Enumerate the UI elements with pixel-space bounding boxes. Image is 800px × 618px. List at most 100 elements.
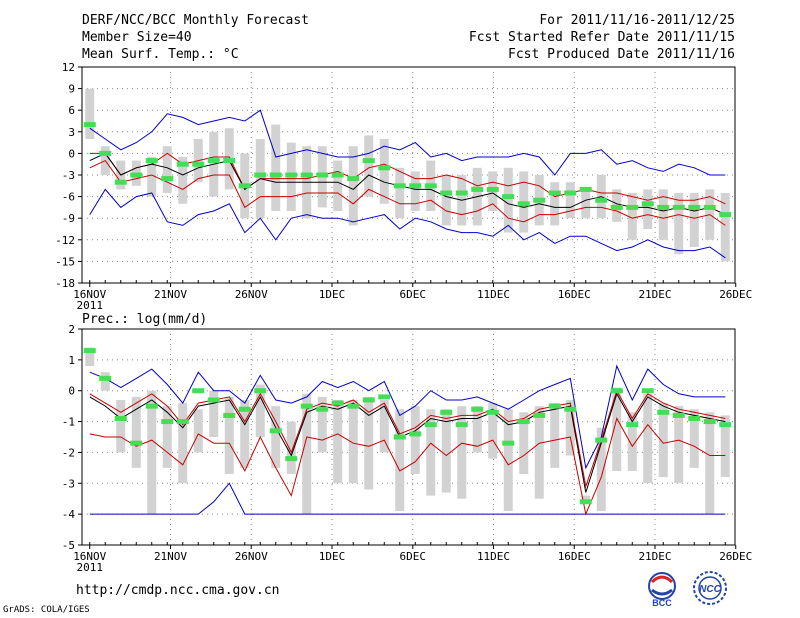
prec-observed-marker — [672, 412, 685, 418]
prec-spread-box — [674, 406, 684, 484]
source-url[interactable]: http://cmdp.ncc.cma.gov.cn — [76, 583, 280, 598]
temp-xtick-label: 16DEC — [558, 288, 591, 301]
temp-spread-box — [441, 175, 451, 226]
temp-observed-marker — [533, 197, 546, 203]
prec-spread-box — [209, 390, 219, 437]
prec-observed-marker — [657, 409, 670, 415]
prec-xtick-label: 1DEC — [319, 550, 346, 563]
prec-xtick-label: 16NOV — [73, 550, 106, 563]
temp-observed-marker — [641, 201, 654, 207]
temp-observed-marker — [331, 172, 344, 178]
prec-spread-box — [100, 372, 110, 391]
prec-observed-marker — [610, 388, 623, 394]
temp-upper-line — [89, 152, 726, 205]
temp-spread-box — [85, 88, 95, 139]
temp-observed-marker — [657, 204, 670, 210]
prec-observed-marker — [347, 403, 360, 409]
temp-spread-box — [178, 157, 188, 204]
prec-ytick-label: 2 — [68, 323, 75, 336]
prec-observed-marker — [176, 419, 189, 425]
temp-spread-box — [643, 189, 653, 229]
temp-spread-box — [658, 189, 668, 240]
temp-observed-marker — [548, 190, 561, 196]
temp-observed-marker — [626, 204, 639, 210]
temp-max-line — [89, 109, 726, 176]
prec-spread-box — [503, 409, 513, 512]
temp-spread-box — [364, 135, 374, 197]
prec-observed-marker — [316, 406, 329, 412]
temp-observed-marker — [223, 158, 236, 164]
prec-observed-marker — [626, 422, 639, 428]
temp-observed-marker — [99, 150, 112, 156]
bcc-logo-text: BCC — [652, 598, 672, 608]
temp-min-line — [89, 188, 726, 259]
prec-spread-box — [410, 406, 420, 475]
prec-observed-marker — [130, 440, 143, 446]
temp-ytick-label: 9 — [68, 83, 75, 96]
temp-spread-box — [410, 171, 420, 211]
temp-spread-box — [550, 182, 560, 226]
temp-observed-marker — [393, 183, 406, 189]
prec-observed-marker — [192, 388, 205, 394]
prec-observed-marker — [471, 406, 484, 412]
prec-xtick-label: 26DEC — [719, 550, 752, 563]
prec-observed-marker — [486, 409, 499, 415]
ncc-logo: NCC — [693, 571, 727, 605]
prec-observed-marker — [362, 397, 375, 403]
prec-observed-marker — [455, 422, 468, 428]
fcst-produced-date: Fcst Produced Date 2011/11/16 — [508, 47, 735, 62]
prec-observed-marker — [378, 394, 391, 400]
temp-observed-marker — [688, 204, 701, 210]
temp-spread-box — [271, 124, 281, 211]
temp-spread-box — [147, 157, 157, 197]
temp-observed-marker — [502, 194, 515, 200]
prec-observed-marker — [688, 415, 701, 421]
prec-observed-marker — [285, 456, 298, 462]
temp-spread-box — [581, 189, 591, 219]
prec-spread-box — [116, 399, 126, 453]
prec-spread-box — [379, 399, 389, 453]
prec-observed-marker — [579, 499, 592, 505]
temp-observed-marker — [145, 158, 158, 164]
prec-spread-box — [317, 396, 327, 453]
prec-spread-box — [162, 406, 172, 468]
prec-max-line — [89, 364, 726, 470]
forecast-period: For 2011/11/16-2011/12/25 — [539, 13, 735, 28]
temp-observed-marker — [595, 197, 608, 203]
member-size: Member Size=40 — [82, 30, 192, 45]
prec-upper-line — [89, 389, 726, 489]
temp-ytick-label: -15 — [55, 255, 75, 268]
temp-observed-marker — [455, 190, 468, 196]
prec-spread-box — [519, 412, 529, 475]
temp-observed-marker — [610, 204, 623, 210]
prec-spread-box — [147, 390, 157, 515]
temp-ytick-label: -3 — [62, 169, 75, 182]
prec-xtick-label: 21NOV — [154, 550, 187, 563]
prec-spread-box — [348, 399, 358, 484]
temp-observed-marker — [285, 172, 298, 178]
prec-observed-marker — [502, 440, 515, 446]
temp-ytick-label: -12 — [55, 234, 75, 247]
temp-observed-marker — [362, 158, 375, 164]
temp-spread-box — [503, 167, 513, 233]
temp-ytick-label: 6 — [68, 104, 75, 117]
temp-year-label: 2011 — [77, 299, 104, 312]
temp-xtick-label: 21NOV — [154, 288, 187, 301]
ncc-logo-text: NCC — [699, 584, 721, 595]
prec-observed-marker — [269, 428, 282, 434]
temp-ytick-label: 0 — [68, 147, 75, 160]
prec-observed-marker — [595, 437, 608, 443]
prec-observed-marker — [424, 422, 437, 428]
prec-ytick-label: -2 — [62, 446, 75, 459]
prec-mean-line — [89, 392, 726, 493]
temp-observed-marker — [130, 172, 143, 178]
temp-xtick-label: 6DEC — [400, 288, 427, 301]
prec-spread-box — [705, 412, 715, 515]
temp-ytick-label: 12 — [62, 61, 75, 74]
prec-spread-box — [472, 406, 482, 453]
temp-observed-marker — [486, 186, 499, 192]
prec-spread-box — [178, 403, 188, 484]
temp-observed-marker — [176, 161, 189, 167]
temp-observed-marker — [471, 186, 484, 192]
prec-min-line — [89, 482, 726, 515]
